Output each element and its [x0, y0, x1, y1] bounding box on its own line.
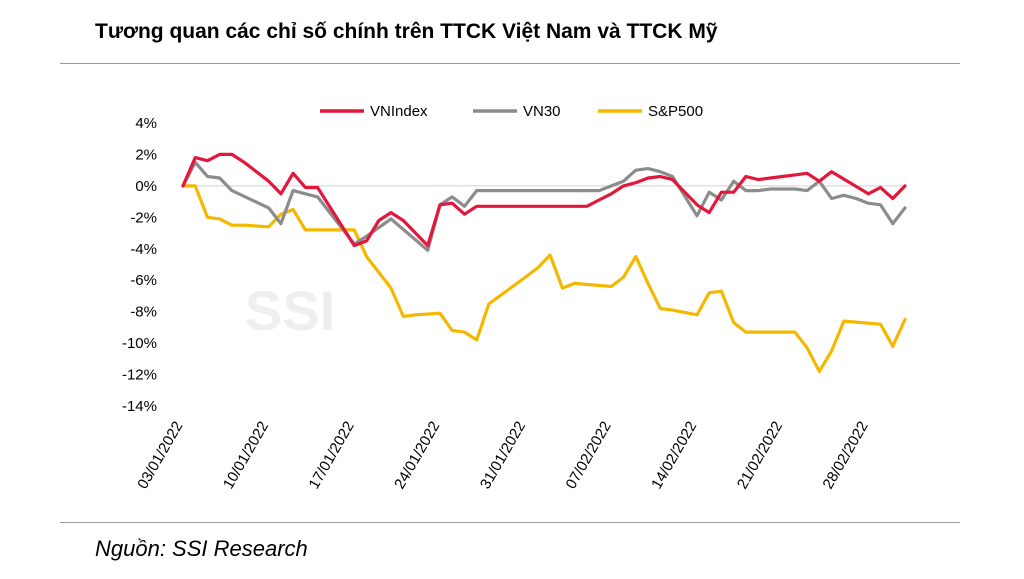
series-line-vnindex	[181, 152, 907, 248]
legend-label: VN30	[523, 103, 561, 120]
y-tick-label: -14%	[122, 398, 157, 415]
y-tick-label: -10%	[122, 335, 157, 352]
x-tick-label: 21/02/2022	[734, 419, 786, 493]
y-tick-label: -2%	[130, 209, 157, 226]
x-tick-label: 14/02/2022	[648, 419, 700, 493]
x-tick-label: 07/02/2022	[563, 419, 615, 493]
legend-label: VNIndex	[370, 103, 428, 120]
x-tick-label: 28/02/2022	[819, 419, 871, 493]
y-tick-label: -12%	[122, 367, 157, 384]
y-tick-label: 4%	[135, 115, 157, 132]
y-tick-label: 2%	[135, 146, 157, 163]
series-line-vn30	[181, 160, 907, 252]
x-tick-label: 10/01/2022	[220, 419, 272, 493]
series-line-s-p500	[181, 184, 907, 373]
watermark: SSI	[245, 279, 335, 342]
bottom-divider	[60, 522, 960, 523]
y-tick-label: 0%	[135, 178, 157, 195]
y-tick-label: -6%	[130, 272, 157, 289]
x-tick-label: 31/01/2022	[477, 419, 529, 493]
y-tick-label: -8%	[130, 304, 157, 321]
x-tick-label: 24/01/2022	[391, 418, 443, 492]
chart-title: Tương quan các chỉ số chính trên TTCK Vi…	[95, 20, 718, 43]
source-note: Nguồn: SSI Research	[95, 536, 308, 561]
y-tick-label: -4%	[130, 241, 157, 258]
legend-label: S&P500	[648, 103, 703, 120]
x-tick-label: 03/01/2022	[134, 419, 186, 493]
x-tick-label: 17/01/2022	[306, 419, 358, 493]
top-divider	[60, 63, 960, 64]
